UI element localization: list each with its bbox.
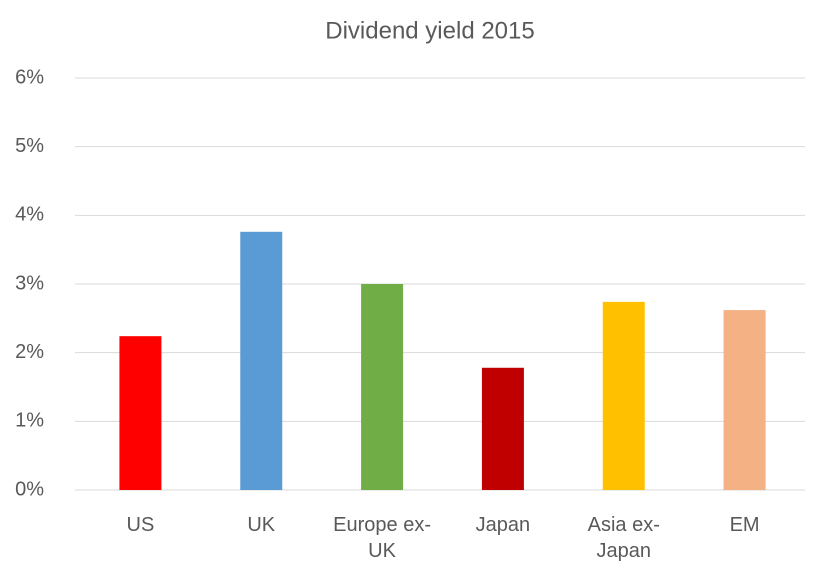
x-tick-label: Europe ex-UK — [333, 514, 431, 562]
y-tick-label: 2% — [15, 341, 44, 363]
chart-title: Dividend yield 2015 — [325, 17, 534, 44]
bar — [602, 301, 645, 490]
x-tick-label: Japan — [475, 514, 531, 536]
bar — [723, 310, 766, 490]
bar — [240, 231, 283, 490]
y-tick-label: 1% — [15, 410, 44, 432]
y-tick-label: 0% — [15, 478, 44, 500]
y-tick-label: 4% — [15, 204, 44, 226]
y-tick-label: 6% — [15, 66, 44, 88]
x-tick-label: UK — [247, 514, 276, 536]
x-tick-label: Asia ex-Japan — [587, 514, 660, 562]
y-tick-label: 3% — [15, 272, 44, 294]
bar — [119, 336, 162, 490]
x-tick-label: EM — [729, 514, 760, 536]
x-tick-label: US — [126, 514, 155, 536]
y-tick-label: 5% — [15, 135, 44, 157]
bar — [361, 284, 404, 490]
bar — [481, 367, 524, 490]
